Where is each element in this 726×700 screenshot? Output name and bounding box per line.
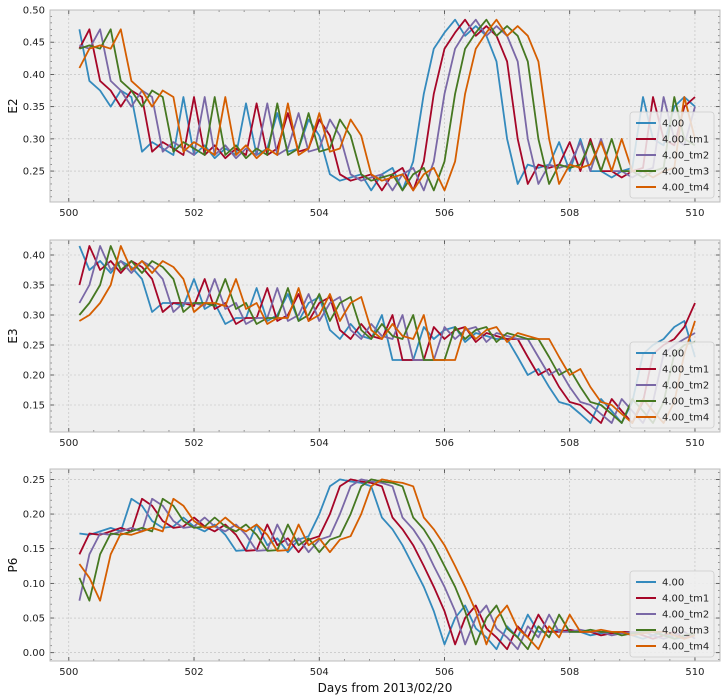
legend-box bbox=[629, 341, 715, 429]
legend-box bbox=[629, 570, 715, 658]
legend-label: 4.00_tm4 bbox=[662, 413, 709, 424]
chart-panel-e3: 500 502 504 506 508 510 0.15 0.20 0.25 0.30 0.35 0.… bbox=[6, 239, 721, 449]
x-axis-label: Days from 2013/02/20 bbox=[318, 681, 453, 695]
series-line-4-00_tm4 bbox=[78, 18, 696, 192]
y-tick-label: 0.15 bbox=[23, 544, 45, 555]
y-tick-label: 0.20 bbox=[23, 371, 45, 382]
y-tick-label: 0.00 bbox=[23, 648, 45, 659]
legend-label: 4.00 bbox=[662, 119, 684, 130]
x-tick-label: 508 bbox=[560, 438, 579, 449]
legend: 4.00 4.00_tm1 4.00_tm2 4.00_tm3 4.00_tm4 bbox=[629, 570, 715, 658]
legend-label: 4.00_tm1 bbox=[662, 594, 709, 605]
plot-frame bbox=[49, 239, 721, 433]
chart-panel-e2: 500 502 504 506 508 510 0.25 0.30 0.35 0.40 0.45 0.… bbox=[6, 6, 721, 219]
series-group bbox=[78, 18, 696, 192]
y-tick-label: 0.50 bbox=[23, 6, 45, 17]
legend-label: 4.00_tm4 bbox=[662, 183, 709, 194]
x-tick-label: 502 bbox=[184, 208, 203, 219]
series-group bbox=[78, 478, 696, 651]
y-tick-label: 0.45 bbox=[23, 38, 45, 49]
y-tick-label: 0.25 bbox=[23, 475, 45, 486]
x-tick-label: 506 bbox=[435, 438, 454, 449]
x-tick-label: 500 bbox=[59, 438, 78, 449]
legend-label: 4.00_tm1 bbox=[662, 135, 709, 146]
y-tick-label: 0.05 bbox=[23, 614, 45, 625]
series-line-4-00_tm3 bbox=[78, 478, 696, 651]
y-tick-label: 0.25 bbox=[23, 167, 45, 178]
x-tick-label: 504 bbox=[310, 667, 329, 678]
y-tick-label: 0.40 bbox=[23, 251, 45, 262]
x-tick-label: 504 bbox=[310, 208, 329, 219]
legend-label: 4.00_tm3 bbox=[662, 167, 709, 178]
x-tick-label: 510 bbox=[685, 208, 704, 219]
legend-label: 4.00_tm4 bbox=[662, 642, 709, 653]
legend: 4.00 4.00_tm1 4.00_tm2 4.00_tm3 4.00_tm4 bbox=[629, 341, 715, 429]
x-tick-label: 502 bbox=[184, 667, 203, 678]
x-tick-label: 510 bbox=[685, 667, 704, 678]
x-tick-label: 508 bbox=[560, 667, 579, 678]
series-line-4-00_tm1 bbox=[78, 245, 696, 424]
y-axis-label: E2 bbox=[6, 98, 20, 113]
y-tick-label: 0.30 bbox=[23, 134, 45, 145]
plot-frame bbox=[49, 9, 721, 203]
x-tick-label: 500 bbox=[59, 667, 78, 678]
y-tick-label: 0.40 bbox=[23, 70, 45, 81]
legend: 4.00 4.00_tm1 4.00_tm2 4.00_tm3 4.00_tm4 bbox=[629, 111, 715, 199]
x-tick-label: 508 bbox=[560, 208, 579, 219]
plot-frame bbox=[49, 468, 721, 662]
y-tick-label: 0.35 bbox=[23, 102, 45, 113]
x-tick-label: 510 bbox=[685, 438, 704, 449]
legend-label: 4.00_tm3 bbox=[662, 397, 709, 408]
legend-label: 4.00_tm2 bbox=[662, 610, 709, 621]
legend-label: 4.00_tm1 bbox=[662, 365, 709, 376]
legend-label: 4.00 bbox=[662, 349, 684, 360]
y-tick-label: 0.35 bbox=[23, 281, 45, 292]
y-tick-label: 0.15 bbox=[23, 401, 45, 412]
y-tick-label: 0.25 bbox=[23, 341, 45, 352]
legend-label: 4.00 bbox=[662, 578, 684, 589]
y-axis-label: P6 bbox=[6, 558, 20, 573]
series-line-4-00 bbox=[78, 18, 696, 192]
series-group bbox=[78, 245, 696, 424]
x-tick-label: 506 bbox=[435, 667, 454, 678]
x-tick-label: 506 bbox=[435, 208, 454, 219]
y-tick-label: 0.30 bbox=[23, 311, 45, 322]
plot-area bbox=[50, 10, 720, 202]
legend-label: 4.00_tm2 bbox=[662, 381, 709, 392]
x-tick-label: 500 bbox=[59, 208, 78, 219]
legend-box bbox=[629, 111, 715, 199]
y-tick-label: 0.20 bbox=[23, 510, 45, 521]
x-tick-label: 502 bbox=[184, 438, 203, 449]
x-tick-label: 504 bbox=[310, 438, 329, 449]
legend-label: 4.00_tm3 bbox=[662, 626, 709, 637]
legend-label: 4.00_tm2 bbox=[662, 151, 709, 162]
y-tick-label: 0.10 bbox=[23, 579, 45, 590]
chart-panel-p6: 500 502 504 506 508 510 0.00 0.05 0.10 0.15 0.20 0.… bbox=[6, 468, 721, 695]
y-axis-label: E3 bbox=[6, 328, 20, 343]
series-line-4-00_tm4 bbox=[78, 245, 696, 424]
series-line-4-00_tm4 bbox=[78, 478, 696, 651]
